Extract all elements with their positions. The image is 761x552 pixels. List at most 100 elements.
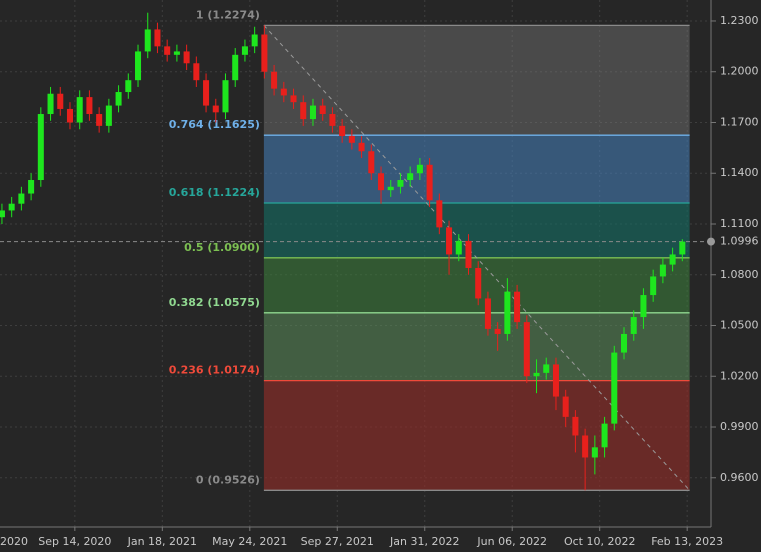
x-tick-label: May 24, 2021 [212, 535, 287, 548]
candle-body [669, 254, 676, 265]
candle-body [203, 80, 210, 106]
candle-body [290, 95, 297, 103]
candle-body [407, 173, 414, 181]
y-tick-label: 1.1400 [720, 166, 759, 179]
fib-level-label: 0.764 (1.1625) [169, 118, 260, 131]
x-tick-label: Oct 10, 2022 [564, 535, 636, 548]
y-tick-label: 1.1100 [720, 217, 759, 230]
candle-body [28, 180, 35, 194]
candle-body [8, 203, 15, 211]
candle-body [523, 322, 530, 377]
candle-body [378, 173, 385, 191]
candle-body [144, 29, 151, 52]
x-tick-label: Sep 27, 2021 [301, 535, 374, 548]
candle-body [514, 291, 521, 323]
candle-body [436, 200, 443, 228]
candle-body [37, 114, 44, 181]
x-tick-label: Jan 18, 2021 [127, 535, 197, 548]
candle-body [173, 51, 180, 55]
candle-body [309, 105, 316, 120]
candle-body [232, 54, 239, 81]
candle-body [397, 180, 404, 187]
candle-body [125, 80, 132, 93]
x-tick-label: Jan 31, 2022 [389, 535, 459, 548]
candle-body [96, 114, 103, 126]
candle-body [222, 80, 229, 113]
candle-body [601, 423, 608, 448]
y-tick-label: 1.1700 [720, 115, 759, 128]
y-tick-label: 1.0200 [720, 369, 759, 382]
candle-body [348, 136, 355, 143]
candle-body [66, 108, 73, 123]
x-tick-label: 2020 [0, 535, 28, 548]
fib-zone [263, 203, 690, 258]
y-tick-label: 0.9600 [720, 471, 759, 484]
y-tick-label: 1.0500 [720, 319, 759, 332]
candle-body [455, 240, 462, 255]
candle-body [18, 193, 25, 204]
x-tick-label: Jun 06, 2022 [476, 535, 547, 548]
candle-body [251, 34, 258, 47]
candle-body [611, 352, 618, 424]
candle-body [86, 97, 93, 115]
fib-level-label: 0 (0.9526) [196, 473, 260, 486]
candle-body [193, 63, 200, 81]
fib-level-label: 0.618 (1.1224) [169, 186, 260, 199]
candle-body [387, 186, 394, 191]
y-tick-label: 0.9900 [720, 420, 759, 433]
y-tick-label: 1.2000 [720, 65, 759, 78]
candle-body [329, 114, 336, 126]
fib-level-label: 0.236 (1.0174) [169, 364, 260, 377]
candle-body [465, 240, 472, 268]
candle-body [0, 210, 5, 218]
candle-body [620, 333, 628, 353]
candle-body [368, 151, 375, 174]
fib-zone [263, 135, 690, 204]
candle-body [358, 142, 365, 152]
candle-body [164, 46, 171, 55]
candle-body [543, 364, 550, 373]
candle-body [183, 51, 190, 64]
candle-body [154, 29, 161, 47]
candle-body [115, 92, 122, 106]
candle-body [426, 164, 433, 201]
candle-body [212, 105, 219, 113]
candle-body [679, 241, 686, 255]
candle-body [241, 46, 248, 55]
plot-area: 1 (1.2274) 0.764 (1.1625) 0.618 (1.1224) 0.… [0, 0, 711, 527]
x-tick-label: Feb 13, 2023 [651, 535, 723, 548]
candle-body [494, 328, 501, 334]
candle-body [135, 51, 142, 81]
candle-body [446, 227, 453, 255]
y-tick-label: 1.2300 [720, 14, 759, 27]
candle-body [475, 267, 482, 299]
candle-body [640, 295, 647, 318]
candle-body [105, 105, 112, 126]
last-price-label: 1.0996 [720, 235, 759, 248]
candle-body [562, 396, 569, 417]
candle-body [416, 164, 423, 174]
candle-body [533, 372, 540, 377]
fib-zone [263, 380, 690, 491]
candle-body [319, 105, 326, 115]
candle-body [271, 71, 278, 89]
candle-body [650, 276, 657, 296]
fib-level-label: 0.5 (1.0900) [184, 241, 260, 254]
last-price-marker [707, 237, 715, 246]
candle-body [572, 416, 579, 436]
fib-trend-line [263, 25, 690, 491]
candle-body [261, 34, 268, 72]
candle-body [582, 435, 589, 458]
candle-body [47, 93, 54, 115]
x-tick-label: Sep 14, 2020 [38, 535, 111, 548]
candle-body [76, 97, 83, 123]
y-tick-label: 1.0800 [720, 268, 759, 281]
candle-body [591, 447, 598, 458]
fib-level-label: 1 (1.2274) [196, 8, 260, 21]
candle-body [300, 102, 307, 120]
candle-body [484, 298, 491, 329]
candle-body [57, 93, 64, 109]
fib-zone [263, 312, 690, 381]
